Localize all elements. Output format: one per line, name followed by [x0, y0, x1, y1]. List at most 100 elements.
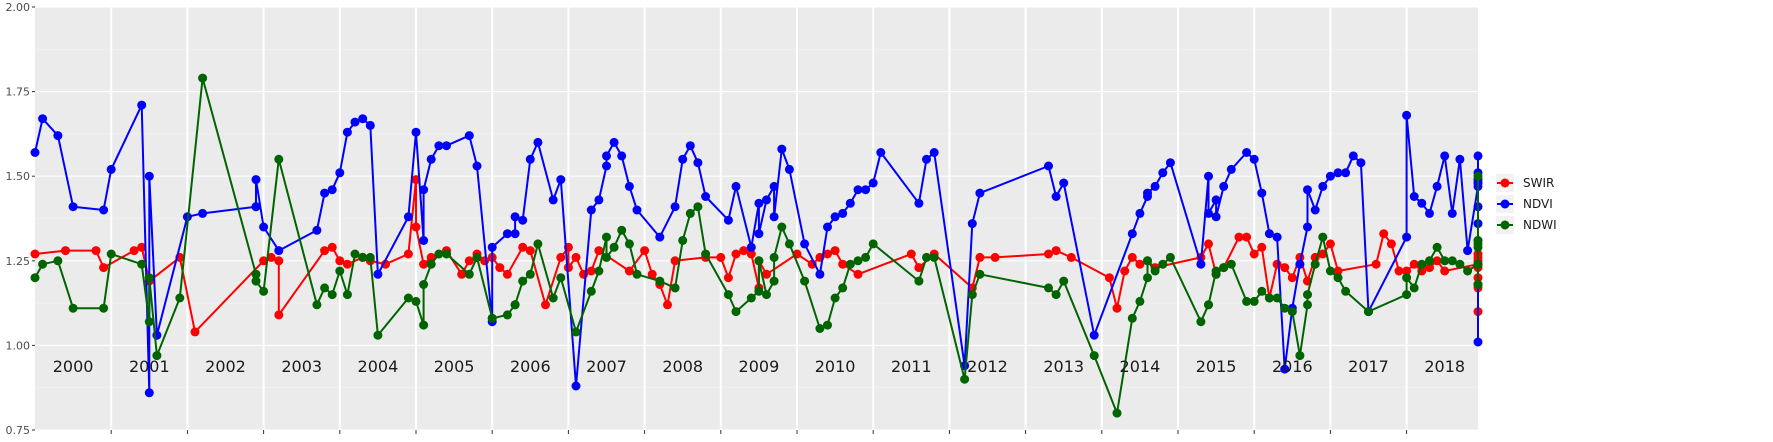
ndwi-point: [1059, 276, 1069, 286]
ndvi-point: [746, 242, 756, 252]
ndwi-point: [1341, 286, 1351, 296]
ndvi-point: [1211, 195, 1221, 205]
ndwi-point: [198, 73, 208, 83]
swir-point: [342, 259, 352, 269]
ndvi-point: [967, 219, 977, 229]
ndwi-point: [464, 269, 474, 279]
ndvi-point: [617, 151, 627, 161]
ndvi-point: [1440, 151, 1450, 161]
ndvi-point: [259, 222, 269, 232]
swir-point: [670, 256, 680, 266]
ndwi-point: [1127, 313, 1137, 323]
ndwi-point: [251, 269, 261, 279]
year-label: 2010: [815, 357, 856, 376]
swir-point: [381, 259, 390, 269]
ndwi-point: [632, 269, 642, 279]
ndwi-point: [586, 286, 596, 296]
ndvi-point: [678, 154, 688, 164]
ndvi-point: [548, 195, 558, 205]
ndwi-legend-dot: [1500, 220, 1510, 230]
year-label: 2012: [967, 357, 1008, 376]
ndvi-point: [845, 198, 855, 208]
ndwi-point: [754, 286, 764, 296]
ndwi-point: [777, 222, 787, 232]
ndwi-point: [1135, 296, 1145, 306]
ndwi-point: [137, 259, 147, 269]
year-label: 2005: [434, 357, 475, 376]
year-label: 2017: [1348, 357, 1389, 376]
year-label: 2006: [510, 357, 551, 376]
ndwi-point: [99, 303, 109, 313]
ndvi-point: [1249, 154, 1259, 164]
ndvi-point: [914, 198, 924, 208]
ndwi-point: [274, 154, 284, 164]
swir-point: [990, 252, 1000, 262]
ndvi-point: [556, 175, 566, 185]
ndvi-point: [1295, 259, 1305, 269]
swir-point: [1386, 239, 1396, 249]
swir-point: [830, 246, 840, 256]
year-label: 2018: [1424, 357, 1465, 376]
ndwi-point: [769, 276, 779, 286]
ndvi-point: [754, 229, 764, 239]
swir-point: [403, 249, 413, 259]
swir-point: [647, 269, 657, 279]
swir-point: [594, 246, 604, 256]
ndvi-point: [1473, 337, 1483, 347]
swir-point: [1432, 256, 1442, 266]
ndvi-point: [1264, 229, 1274, 239]
ndwi-point: [1204, 300, 1213, 310]
swir-point: [129, 246, 139, 256]
ndwi-point: [1257, 286, 1267, 296]
ndvi-point: [1447, 208, 1457, 218]
ndvi-legend-label: NDVI: [1523, 197, 1553, 211]
ndwi-point: [335, 266, 345, 276]
ndwi-point: [655, 276, 665, 286]
ndvi-point: [1158, 168, 1168, 178]
ndwi-point: [571, 327, 581, 337]
ndvi-point: [320, 188, 330, 198]
ndvi-point: [1089, 330, 1099, 340]
ndwi-point: [1158, 259, 1168, 269]
swir-point: [663, 300, 672, 310]
ndvi-point: [1051, 192, 1061, 201]
ndvi-point: [800, 239, 810, 249]
swir-point: [525, 246, 535, 256]
swir-point: [190, 327, 200, 337]
ndwi-point: [312, 300, 322, 310]
ndwi-point: [518, 276, 528, 286]
ndwi-point: [1211, 269, 1221, 279]
ndwi-point: [1364, 307, 1373, 317]
ndwi-point: [1051, 290, 1061, 300]
ndvi-point: [327, 185, 337, 195]
ndwi-point: [853, 256, 863, 266]
ndwi-point: [53, 256, 63, 266]
ndwi-point: [1310, 259, 1320, 269]
ndwi-point: [1264, 293, 1274, 303]
ndvi-point: [1417, 198, 1427, 208]
swir-point: [61, 246, 70, 256]
ndwi-point: [800, 276, 810, 286]
ndwi-point: [594, 266, 604, 276]
ndvi-point: [426, 154, 436, 164]
swir-point: [1249, 249, 1259, 259]
ndwi-point: [342, 290, 352, 300]
ndwi-point: [617, 225, 627, 235]
ndvi-point: [525, 154, 535, 164]
ndvi-point: [922, 154, 931, 164]
ndwi-point: [830, 293, 840, 303]
ndwi-legend-label: NDWI: [1523, 218, 1557, 232]
ndvi-point: [365, 120, 375, 130]
swir-point: [541, 300, 550, 310]
ndwi-point: [1463, 266, 1473, 276]
ndwi-point: [845, 259, 855, 269]
swir-point: [1120, 266, 1130, 276]
ndvi-point: [502, 229, 512, 239]
swir-point: [1066, 252, 1076, 262]
ndvi-point: [335, 168, 345, 178]
ndwi-point: [30, 273, 40, 283]
ndwi-point: [1219, 263, 1229, 273]
year-label: 2002: [205, 357, 246, 376]
swir-point: [30, 249, 40, 259]
ndwi-point: [1242, 296, 1252, 306]
